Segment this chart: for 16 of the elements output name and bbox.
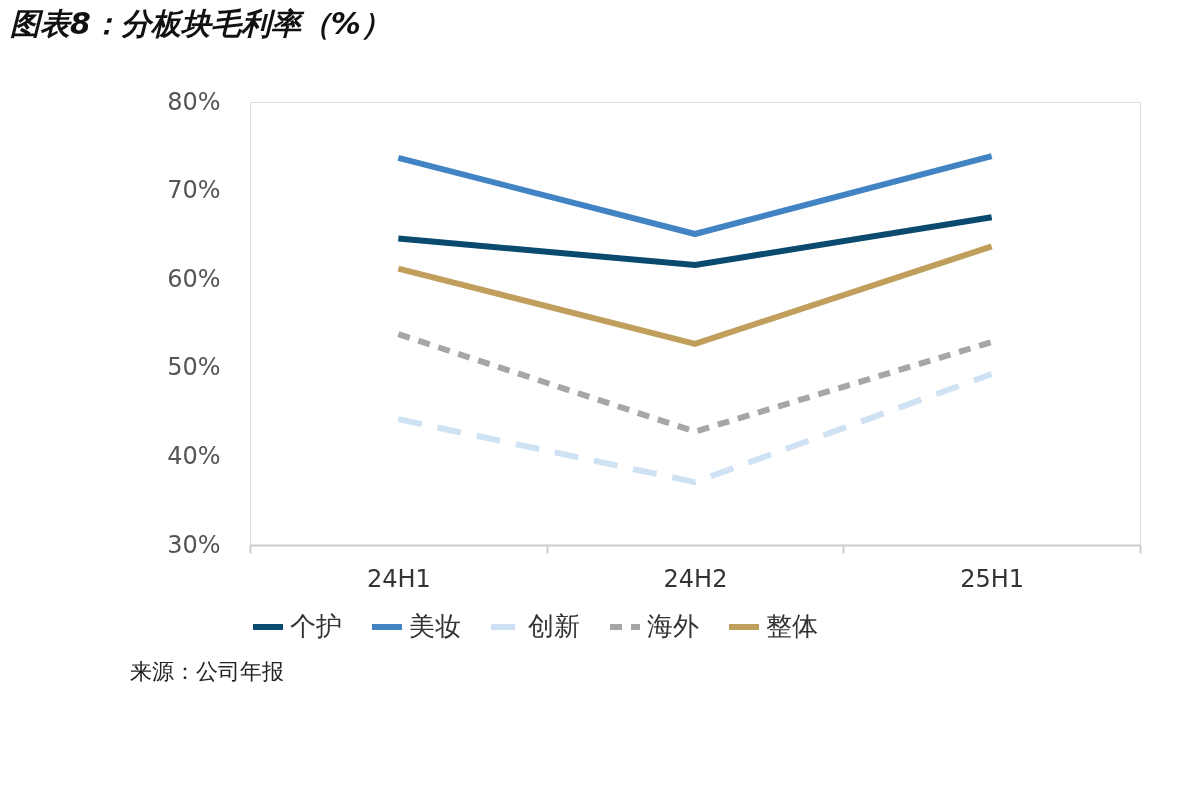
y-tick-label: 60% bbox=[167, 264, 221, 293]
legend-label: 整体 bbox=[766, 611, 818, 641]
y-tick-label: 50% bbox=[167, 353, 221, 382]
source-note: 来源：公司年报 bbox=[130, 659, 284, 684]
y-tick-label: 80% bbox=[167, 87, 221, 116]
x-tick-label: 24H1 bbox=[366, 564, 431, 593]
y-tick-label: 30% bbox=[167, 530, 221, 559]
chart-title: 图表8：分板块毛利率（%） bbox=[10, 6, 391, 41]
y-tick-label: 40% bbox=[167, 441, 221, 470]
x-tick-label: 24H2 bbox=[663, 564, 728, 593]
x-tick-label: 25H1 bbox=[960, 564, 1025, 593]
legend-label: 创新 bbox=[528, 611, 580, 641]
legend-label: 个护 bbox=[290, 611, 342, 641]
legend-label: 海外 bbox=[647, 611, 699, 641]
y-tick-label: 70% bbox=[167, 176, 221, 205]
legend-label: 美妆 bbox=[409, 611, 461, 641]
